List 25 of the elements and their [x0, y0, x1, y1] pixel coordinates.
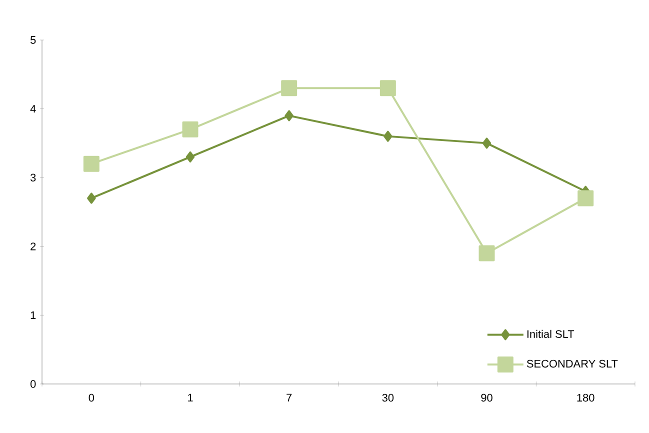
y-tick-label: 3: [30, 174, 36, 182]
legend-label: SECONDARY SLT: [526, 360, 618, 368]
point: [281, 80, 298, 96]
x-tick-label: 30: [382, 394, 394, 402]
x-tick-label: 0: [88, 394, 94, 402]
point: [384, 130, 392, 142]
point: [482, 138, 492, 149]
point: [478, 245, 495, 262]
point: [380, 80, 396, 96]
point: [186, 151, 195, 162]
point: [87, 192, 96, 204]
y-tick-label: 4: [30, 105, 36, 113]
y-tick-label: 1: [30, 311, 36, 319]
point: [284, 110, 294, 122]
point: [182, 121, 198, 138]
x-tick-label: 90: [481, 394, 492, 402]
x-tick-label: 1: [188, 394, 193, 402]
y-tick-label: 5: [30, 36, 36, 44]
x-tick-label: 180: [577, 394, 594, 402]
point: [83, 156, 100, 172]
y-tick-label: 0: [30, 380, 36, 388]
point: [578, 190, 594, 206]
x-tick-label: 7: [286, 394, 292, 402]
y-tick-label: 2: [30, 242, 36, 250]
legend-label: Initial SLT: [527, 330, 574, 338]
